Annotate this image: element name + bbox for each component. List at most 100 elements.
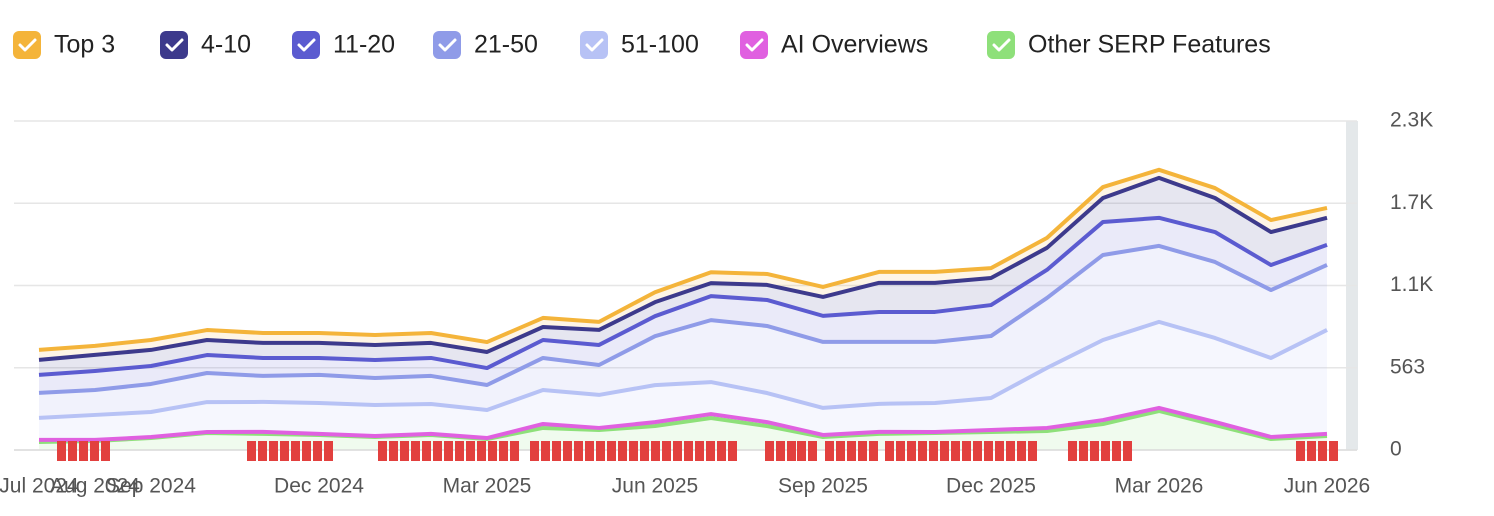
- annotation-flag: [869, 441, 878, 461]
- annotation-flag: [1090, 441, 1099, 461]
- legend-item[interactable]: 21-50: [433, 31, 538, 59]
- legend-item[interactable]: Other SERP Features: [987, 31, 1271, 59]
- annotation-flag: [918, 441, 927, 461]
- legend-item[interactable]: Top 3: [13, 31, 115, 59]
- annotation-flag: [68, 441, 77, 461]
- area: [39, 217, 1327, 393]
- annotation-flag: [673, 441, 682, 461]
- annotation-flag: [269, 441, 278, 461]
- annotation-flag: [563, 441, 572, 461]
- series-line: [38, 243, 1328, 395]
- annotation-flag: [378, 441, 387, 461]
- annotation-flag: [797, 441, 806, 461]
- legend-label: 4-10: [201, 31, 251, 59]
- annotation-flag: [585, 441, 594, 461]
- x-tick-label: Jun 2026: [1284, 475, 1370, 498]
- annotation-flag: [651, 441, 660, 461]
- legend-label: Other SERP Features: [1028, 31, 1271, 59]
- legend-label: 11-20: [333, 31, 395, 59]
- annotation-flag: [499, 441, 508, 461]
- annotation-flag: [995, 441, 1004, 461]
- annotation-flag: [1318, 441, 1327, 461]
- series-line: [38, 319, 1328, 420]
- series-line: [38, 175, 1328, 362]
- annotation-flag: [640, 441, 649, 461]
- checkmark: [165, 38, 184, 52]
- legend-label: 51-100: [621, 31, 699, 59]
- areas: [39, 169, 1327, 450]
- annotation-flag: [444, 441, 453, 461]
- legend-checkbox[interactable]: [160, 31, 188, 59]
- legend-item[interactable]: 4-10: [160, 31, 251, 59]
- annotation-flag: [1017, 441, 1026, 461]
- annotation-flag: [510, 441, 519, 461]
- annotation-flag: [717, 441, 726, 461]
- legend-label: 21-50: [474, 31, 538, 59]
- annotation-flag: [728, 441, 737, 461]
- annotation-flag: [541, 441, 550, 461]
- annotation-flag: [247, 441, 256, 461]
- annotation-flag: [1296, 441, 1305, 461]
- annotation-flag: [607, 441, 616, 461]
- y-tick-label: 1.1K: [1390, 273, 1433, 296]
- annotation-flag: [1307, 441, 1316, 461]
- annotation-flag: [929, 441, 938, 461]
- annotation-flag: [1028, 441, 1037, 461]
- annotation-flag: [706, 441, 715, 461]
- annotation-flag: [400, 441, 409, 461]
- legend-item[interactable]: AI Overviews: [740, 31, 928, 59]
- annotation-flag: [1123, 441, 1132, 461]
- x-tick-label: Mar 2026: [1115, 475, 1204, 498]
- annotation-flag: [477, 441, 486, 461]
- legend-checkbox[interactable]: [433, 31, 461, 59]
- annotation-flag: [896, 441, 905, 461]
- annotation-flag: [1112, 441, 1121, 461]
- legend-checkbox[interactable]: [13, 31, 41, 59]
- annotation-flag: [808, 441, 817, 461]
- annotation-flag: [618, 441, 627, 461]
- x-tick-label: Dec 2025: [946, 475, 1036, 498]
- annotation-flag: [984, 441, 993, 461]
- x-tick-label: Jul 2024: [0, 475, 79, 498]
- annotation-flag: [1101, 441, 1110, 461]
- annotation-flag: [858, 441, 867, 461]
- area: [39, 177, 1327, 375]
- annotation-flag: [1068, 441, 1077, 461]
- area: [39, 410, 1327, 450]
- annotation-flag: [847, 441, 856, 461]
- legend-item[interactable]: 11-20: [292, 31, 395, 59]
- annotation-flag: [1329, 441, 1338, 461]
- series-line: [38, 167, 1328, 352]
- annotation-flag: [466, 441, 475, 461]
- annotation-flag: [684, 441, 693, 461]
- annotation-flag: [280, 441, 289, 461]
- annotation-flag: [907, 441, 916, 461]
- annotation-flag: [574, 441, 583, 461]
- annotation-flag: [836, 441, 845, 461]
- annotation-flag: [258, 441, 267, 461]
- legend-checkbox[interactable]: [987, 31, 1015, 59]
- annotation-flag: [765, 441, 774, 461]
- x-tick-label: Sep 2024: [106, 475, 196, 498]
- legend-label: AI Overviews: [781, 31, 928, 59]
- legend-checkbox[interactable]: [580, 31, 608, 59]
- legend-item[interactable]: 51-100: [580, 31, 699, 59]
- annotation-flag: [57, 441, 66, 461]
- annotation-flag: [629, 441, 638, 461]
- annotation-flag: [940, 441, 949, 461]
- checkmark: [297, 38, 316, 52]
- annotation-flag: [662, 441, 671, 461]
- annotation-flag: [973, 441, 982, 461]
- annotation-flag: [552, 441, 561, 461]
- x-tick-label: Sep 2025: [778, 475, 868, 498]
- legend-checkbox[interactable]: [740, 31, 768, 59]
- annotation-flag: [422, 441, 431, 461]
- checkmark: [992, 38, 1011, 52]
- checkmark: [18, 38, 37, 52]
- lines: [38, 167, 1328, 444]
- legend-checkbox[interactable]: [292, 31, 320, 59]
- annotation-flag: [885, 441, 894, 461]
- annotation-flag: [433, 441, 442, 461]
- y-tick-label: 0: [1390, 438, 1402, 461]
